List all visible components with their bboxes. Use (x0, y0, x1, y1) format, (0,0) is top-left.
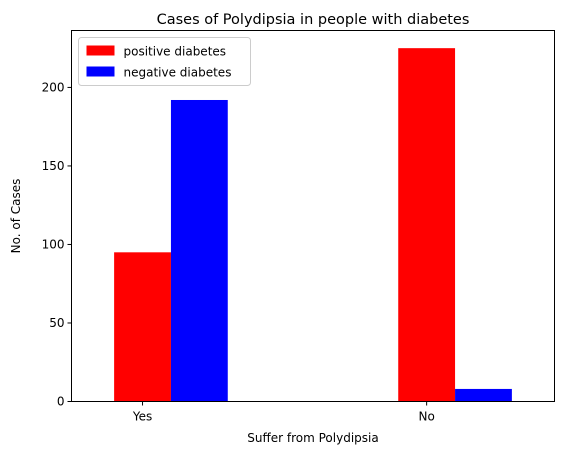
y-tick-label: 200 (42, 80, 65, 94)
y-axis-label: No. of Cases (9, 179, 23, 254)
legend-swatch (86, 45, 115, 56)
legend-box (78, 37, 251, 86)
x-tick-label-yes: Yes (132, 410, 152, 424)
bar-positive-diabetes-yes (114, 252, 171, 402)
chart-title: Cases of Polydipsia in people with diabe… (157, 12, 470, 28)
legend-label: negative diabetes (124, 66, 232, 80)
bar-positive-diabetes-no (398, 48, 456, 402)
legend: positive diabetes negative diabetes (78, 37, 251, 86)
axes-frame (71, 30, 555, 402)
x-axis-label: Suffer from Polydipsia (247, 431, 378, 445)
y-tick-label: 150 (42, 159, 65, 173)
bar-negative-diabetes-yes (170, 99, 228, 402)
legend-label: positive diabetes (124, 45, 227, 59)
bar-negative-diabetes-no (455, 388, 512, 402)
legend-swatch (86, 66, 115, 77)
x-tick-label-no: No (418, 410, 434, 424)
plot-area: 0 50 100 150 200 Yes No (42, 30, 555, 424)
y-tick-label: 0 (57, 395, 65, 409)
y-tick-label: 100 (42, 237, 65, 251)
y-tick-label: 50 (49, 316, 64, 330)
